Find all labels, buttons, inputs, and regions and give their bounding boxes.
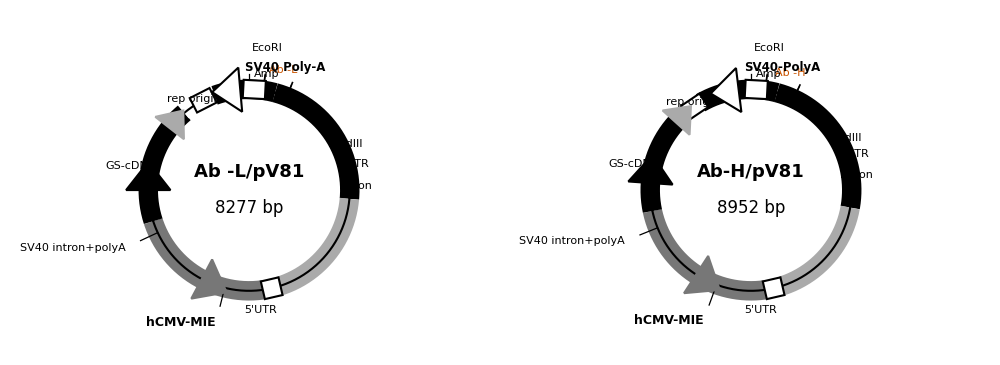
Text: GS-cDNA: GS-cDNA: [106, 161, 156, 171]
Polygon shape: [763, 277, 785, 299]
Polygon shape: [663, 106, 691, 135]
Polygon shape: [628, 155, 673, 185]
Text: SV40-PolyA: SV40-PolyA: [745, 61, 821, 74]
Text: 5'UTR: 5'UTR: [744, 305, 777, 315]
Text: 8952 bp: 8952 bp: [717, 199, 785, 217]
Text: 5'UTR: 5'UTR: [836, 149, 869, 159]
Text: rep origin: rep origin: [666, 97, 719, 107]
Text: SV40 intron+polyA: SV40 intron+polyA: [519, 236, 625, 246]
Polygon shape: [190, 88, 217, 112]
Text: 5'UTR: 5'UTR: [244, 305, 277, 315]
Text: intron: intron: [840, 170, 873, 180]
Polygon shape: [212, 68, 242, 112]
Text: SV40 Poly-A: SV40 Poly-A: [245, 61, 325, 74]
Polygon shape: [126, 162, 170, 190]
Polygon shape: [684, 256, 720, 293]
Text: Ab -L: Ab -L: [269, 65, 297, 76]
Polygon shape: [745, 80, 768, 99]
Polygon shape: [261, 277, 283, 299]
Text: Ab-H/pV81: Ab-H/pV81: [697, 163, 805, 181]
Polygon shape: [711, 68, 741, 112]
Polygon shape: [243, 80, 266, 99]
Text: EcoRI: EcoRI: [754, 43, 785, 53]
Text: Amp: Amp: [254, 69, 280, 79]
Text: rep origin: rep origin: [167, 94, 220, 104]
Text: 5'UTR: 5'UTR: [337, 160, 369, 169]
Text: HindIII: HindIII: [328, 139, 363, 149]
Polygon shape: [191, 260, 227, 299]
Text: intron: intron: [339, 181, 372, 191]
Text: EcoRI: EcoRI: [252, 43, 283, 53]
Text: hCMV-MIE: hCMV-MIE: [634, 314, 703, 327]
Polygon shape: [155, 111, 184, 139]
Text: Amp: Amp: [756, 69, 782, 79]
Text: SV40 intron+polyA: SV40 intron+polyA: [20, 243, 126, 253]
Text: HindIII: HindIII: [827, 133, 862, 143]
Text: Ab -L/pV81: Ab -L/pV81: [194, 163, 304, 181]
Polygon shape: [681, 94, 708, 119]
Text: 8277 bp: 8277 bp: [215, 199, 283, 217]
Text: hCMV-MIE: hCMV-MIE: [146, 316, 216, 329]
Text: GS-cDNA: GS-cDNA: [608, 159, 659, 169]
Text: Ab -H: Ab -H: [775, 68, 805, 78]
